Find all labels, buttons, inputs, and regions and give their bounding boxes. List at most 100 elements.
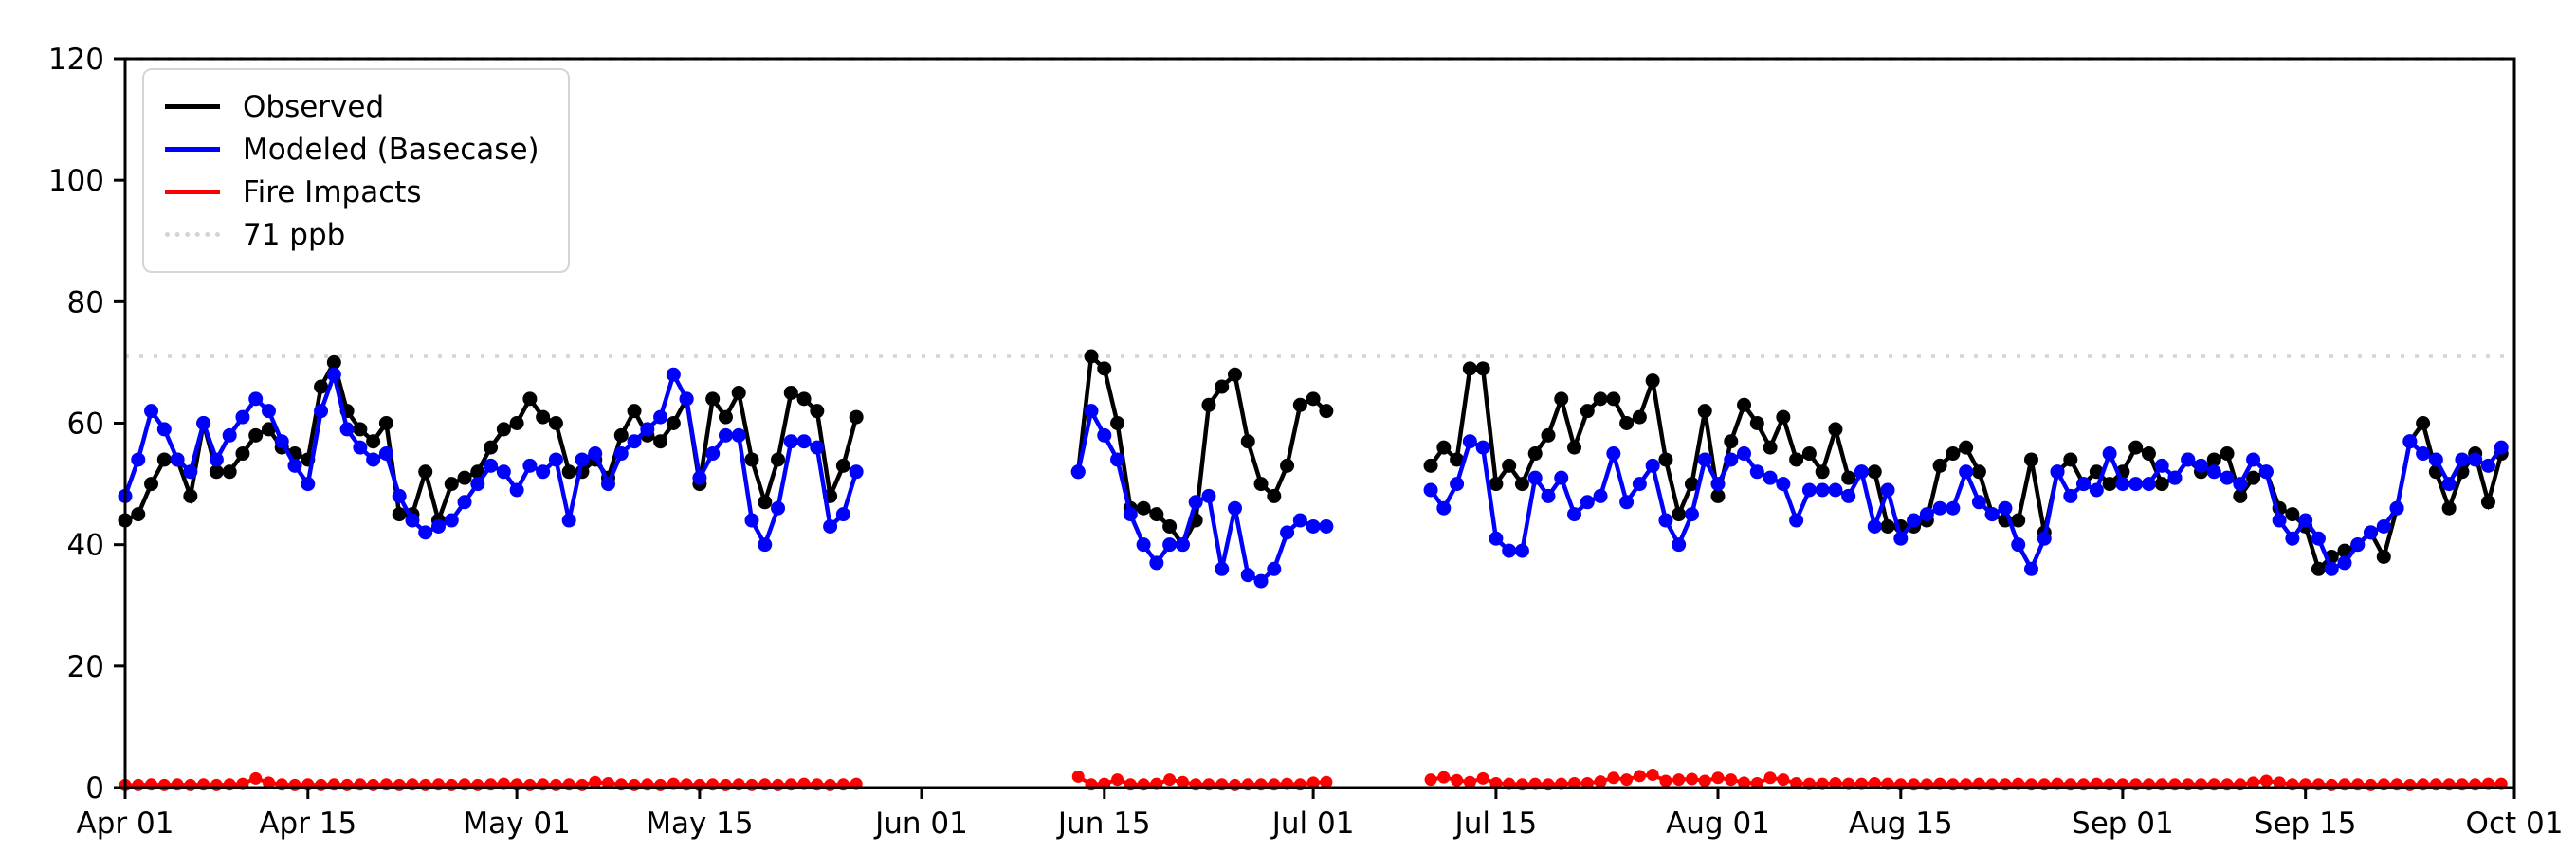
line-swatch-icon <box>165 147 220 152</box>
data-point <box>1946 446 1961 462</box>
data-point <box>2285 531 2300 546</box>
data-point <box>2063 452 2078 467</box>
data-point <box>378 446 393 462</box>
y-tick-label: 40 <box>67 529 104 563</box>
data-point <box>1253 573 1269 589</box>
data-point <box>849 464 864 480</box>
data-point <box>1463 775 1476 789</box>
data-point <box>849 409 864 425</box>
data-point <box>1514 477 1529 492</box>
data-point <box>1645 458 1660 473</box>
data-point <box>731 385 746 400</box>
data-point <box>2011 513 2026 528</box>
data-point <box>1789 452 1804 467</box>
data-point <box>1698 774 1711 788</box>
line-swatch-icon <box>165 190 220 194</box>
data-point <box>1984 507 2000 522</box>
data-point <box>2402 434 2418 449</box>
data-point <box>2246 452 2261 467</box>
legend-item-observed: Observed <box>165 85 539 128</box>
data-point <box>2115 477 2130 492</box>
data-point <box>1606 446 1621 462</box>
data-point <box>2011 537 2026 553</box>
data-point <box>419 778 432 791</box>
x-tick-label: Sep 01 <box>2072 807 2174 841</box>
data-point <box>1971 464 1986 480</box>
data-point <box>1749 464 1764 480</box>
data-point <box>1684 507 1699 522</box>
data-point <box>589 775 602 789</box>
data-point <box>1253 477 1269 492</box>
data-point <box>771 500 786 516</box>
data-point <box>1201 397 1216 412</box>
data-point <box>1110 416 1125 430</box>
data-point <box>1292 397 1307 412</box>
legend-item-fire-impacts: Fire Impacts <box>165 171 539 213</box>
data-point <box>301 477 316 492</box>
data-point <box>1110 452 1125 467</box>
x-tick-label: Jul 15 <box>1453 807 1538 841</box>
data-point <box>131 452 146 467</box>
data-point <box>288 778 301 791</box>
data-point <box>1306 391 1321 407</box>
data-point <box>509 416 524 430</box>
data-point <box>366 434 381 449</box>
data-point <box>1724 434 1739 449</box>
data-point <box>1423 458 1438 473</box>
y-tick-label: 0 <box>85 771 104 806</box>
data-point <box>1462 434 1477 449</box>
data-point <box>261 404 276 419</box>
data-point <box>718 409 733 425</box>
data-point <box>2337 555 2352 571</box>
data-point <box>2480 495 2495 510</box>
data-point <box>810 404 825 419</box>
data-point <box>561 464 576 480</box>
data-point <box>1801 446 1817 462</box>
data-point <box>1240 434 1255 449</box>
data-point <box>353 440 368 455</box>
data-point <box>640 422 655 437</box>
data-point <box>1801 482 1817 498</box>
data-point <box>835 458 850 473</box>
data-point <box>222 464 237 480</box>
data-point <box>1475 361 1490 376</box>
data-point <box>1867 464 1882 480</box>
data-point <box>536 464 551 480</box>
data-point <box>2324 561 2339 576</box>
data-point <box>378 416 393 430</box>
data-point <box>1554 391 1569 407</box>
data-point <box>1789 513 1804 528</box>
data-point <box>1489 477 1504 492</box>
data-point <box>1724 452 1739 467</box>
data-point <box>1476 771 1489 785</box>
data-point <box>287 458 302 473</box>
data-point <box>575 452 590 467</box>
modeled-basecase--series <box>118 367 2509 589</box>
data-point <box>326 354 341 370</box>
data-point <box>1763 771 1777 785</box>
data-point <box>1436 440 1452 455</box>
data-point <box>2220 470 2235 485</box>
x-tick-label: May 15 <box>646 807 753 841</box>
data-point <box>1672 773 1686 787</box>
data-point <box>1672 507 1687 522</box>
data-point <box>705 391 721 407</box>
data-point <box>1462 361 1477 376</box>
data-point <box>1437 771 1451 784</box>
data-point <box>1828 422 1843 437</box>
data-point <box>1292 513 1307 528</box>
observed-series <box>118 349 2509 576</box>
data-point <box>2037 531 2052 546</box>
data-point <box>1123 507 1138 522</box>
data-point <box>196 416 211 430</box>
fire-impacts-series <box>119 769 2508 791</box>
data-point <box>783 385 798 400</box>
data-point <box>2076 477 2092 492</box>
data-point <box>131 507 146 522</box>
data-point <box>835 507 850 522</box>
data-point <box>1828 482 1843 498</box>
x-tick-label: Jun 15 <box>1056 807 1151 841</box>
data-point <box>183 488 198 503</box>
data-point <box>2063 488 2078 503</box>
